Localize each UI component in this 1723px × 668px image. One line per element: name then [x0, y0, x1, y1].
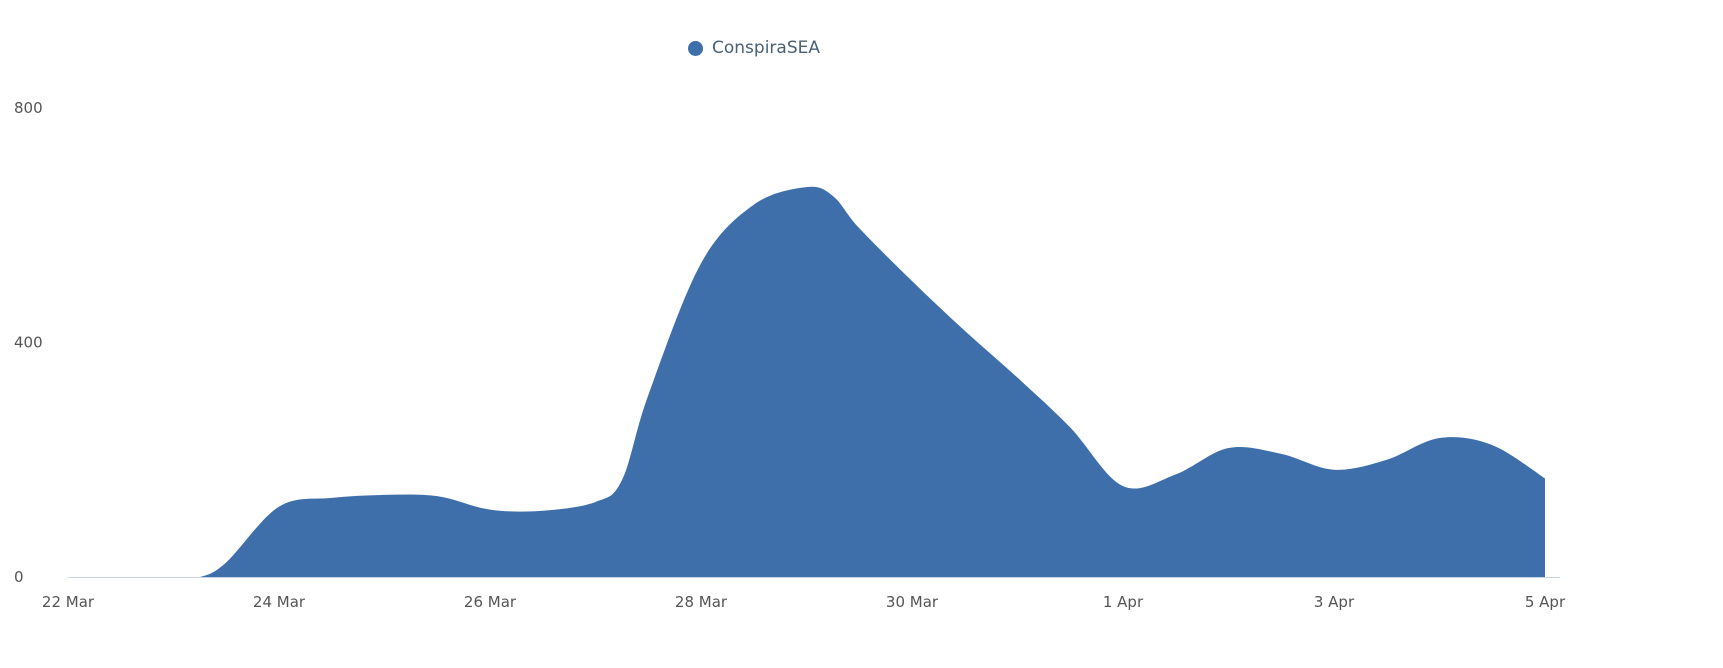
x-tick-label: 1 Apr	[1103, 593, 1144, 611]
y-tick-label: 800	[14, 99, 43, 117]
x-tick-label: 5 Apr	[1525, 593, 1566, 611]
x-tick-label: 22 Mar	[42, 593, 95, 611]
y-tick-label: 400	[14, 334, 43, 352]
x-tick-label: 24 Mar	[253, 593, 306, 611]
series-area[interactable]	[68, 186, 1545, 577]
x-tick-label: 26 Mar	[464, 593, 517, 611]
legend-label: ConspiraSEA	[712, 38, 820, 58]
y-tick-label: 0	[14, 568, 24, 586]
x-tick-label: 28 Mar	[675, 593, 728, 611]
x-tick-label: 30 Mar	[886, 593, 939, 611]
legend[interactable]: ConspiraSEA	[688, 38, 820, 58]
legend-marker-icon	[688, 40, 703, 56]
x-tick-label: 3 Apr	[1314, 593, 1355, 611]
